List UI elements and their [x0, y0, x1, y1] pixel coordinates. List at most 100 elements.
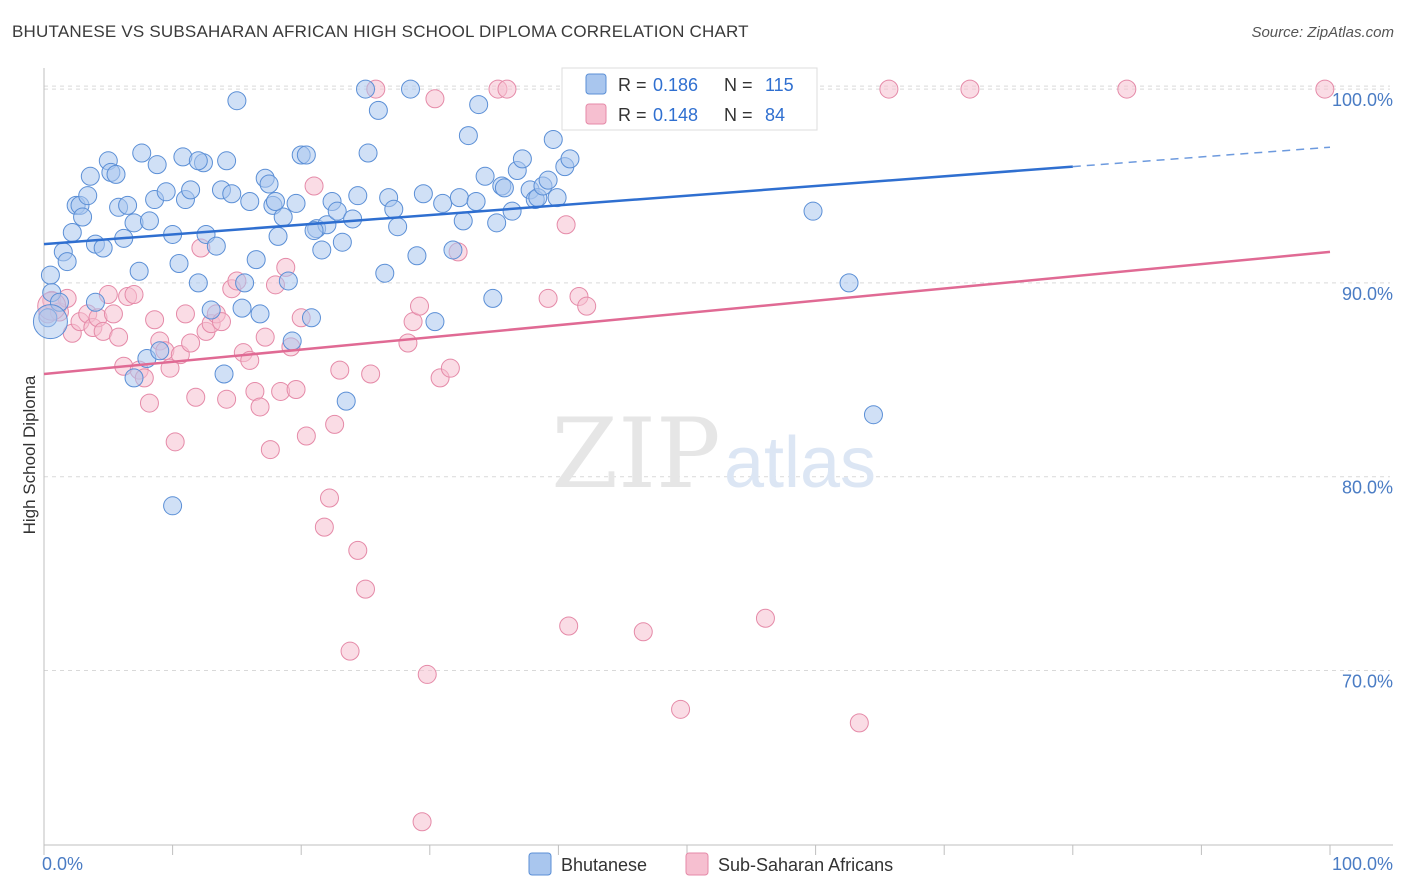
bhutanese-point-65 — [356, 79, 375, 99]
bhutanese-point-74 — [425, 312, 445, 332]
subsaharan-point-40 — [255, 327, 275, 347]
bhutanese-point-109 — [124, 368, 144, 388]
subsaharan-point-55 — [348, 540, 368, 560]
y-tick-labels: 70.0% 80.0% 90.0% 100.0% — [1332, 90, 1393, 691]
subsaharan-point-74 — [577, 296, 597, 316]
y-tick-label-3: 100.0% — [1332, 90, 1393, 110]
bhutanese-point-28 — [169, 254, 189, 274]
subsaharan-point-25 — [175, 304, 195, 324]
legend-r-value-1: 0.186 — [653, 75, 698, 95]
subsaharan-point-39 — [250, 397, 270, 417]
subsaharan-point-19 — [145, 310, 165, 330]
subsaharan-point-50 — [314, 517, 334, 537]
bhutanese-point-108 — [150, 341, 170, 361]
subsaharan-point-63 — [417, 664, 437, 684]
subsaharan-point-83 — [1315, 79, 1335, 99]
bhutanese-point-73 — [413, 184, 433, 204]
bhutanese-point-39 — [222, 184, 242, 204]
bhutanese-point-75 — [433, 193, 453, 213]
bhutanese-point-9 — [73, 207, 93, 227]
bhutanese-point-87 — [502, 201, 522, 221]
legend-n-label-1: N = — [724, 75, 753, 95]
subsaharan-point-57 — [361, 364, 381, 384]
bhutanese-point-42 — [240, 191, 260, 211]
bhutanese-point-105 — [188, 151, 208, 171]
watermark-atlas: atlas — [724, 423, 876, 503]
bhutanese-point-104 — [227, 91, 247, 111]
subsaharan-trend-line — [43, 250, 1331, 376]
subsaharan-point-53 — [330, 360, 350, 380]
subsaharan-point-79 — [849, 713, 869, 733]
bhutanese-point-67 — [375, 263, 395, 283]
bhutanese-point-101 — [803, 201, 823, 221]
legend-r-value-2: 0.148 — [653, 105, 698, 125]
bhutanese-point-95 — [543, 129, 563, 149]
subsaharan-point-56 — [356, 579, 375, 599]
bhutanese-point-57 — [312, 240, 332, 260]
subsaharan-point-18 — [139, 393, 159, 413]
bhutanese-point-106 — [163, 496, 183, 516]
bhutanese-point-41 — [235, 273, 255, 293]
bhutanese-trend-line — [43, 165, 1073, 246]
subsaharan-point-69 — [497, 79, 517, 99]
bhutanese-point-114 — [304, 221, 324, 241]
bottom-legend-label-bhutanese: Bhutanese — [561, 855, 647, 875]
source-label: Source: ZipAtlas.com — [1251, 24, 1394, 41]
legend-swatch-bhutanese — [585, 73, 607, 95]
bhutanese-point-82 — [475, 166, 495, 186]
y-tick-label-0: 70.0% — [1342, 672, 1393, 692]
subsaharan-point-15 — [124, 285, 144, 305]
bhutanese-point-25 — [147, 155, 167, 175]
bhutanese-point-6 — [62, 223, 82, 243]
bhutanese-point-40 — [232, 298, 252, 318]
bhutanese-point-44 — [250, 304, 270, 324]
bhutanese-point-22 — [132, 143, 152, 163]
y-axis-label: High School Diploma — [20, 375, 39, 534]
subsaharan-point-27 — [186, 387, 206, 407]
bhutanese-point-83 — [483, 288, 503, 308]
subsaharan-point-49 — [304, 176, 324, 196]
bhutanese-point-32 — [188, 273, 208, 293]
bhutanese-point-1 — [40, 265, 60, 285]
legend-r-label-2: R = — [618, 105, 647, 125]
axes — [43, 68, 1393, 855]
bhutanese-point-111 — [214, 364, 234, 384]
subsaharan-point-48 — [296, 426, 316, 446]
watermark: ZIP atlas — [551, 398, 876, 510]
bottom-legend-swatch-bhutanese — [528, 852, 552, 876]
legend-r-label-1: R = — [618, 75, 647, 95]
bhutanese-point-89 — [512, 149, 532, 169]
bhutanese-point-72 — [407, 246, 427, 266]
bhutanese-point-61 — [332, 232, 352, 252]
subsaharan-point-59 — [398, 333, 418, 353]
bhutanese-point-78 — [453, 211, 473, 231]
subsaharan-point-75 — [633, 622, 653, 642]
bhutanese-point-55 — [301, 308, 321, 328]
bhutanese-point-52 — [286, 193, 306, 213]
bhutanese-trend-extension — [1072, 146, 1331, 168]
y-tick-label-2: 90.0% — [1342, 284, 1393, 304]
bottom-legend-label-subsaharan: Sub-Saharan Africans — [718, 855, 893, 875]
bhutanese-point-102 — [839, 273, 859, 293]
bhutanese-point-46 — [259, 174, 279, 194]
subsaharan-point-46 — [286, 380, 306, 400]
bottom-legend-swatch-subsaharan — [685, 852, 709, 876]
bhutanese-point-48 — [268, 226, 288, 246]
subsaharan-point-23 — [165, 432, 185, 452]
bhutanese-point-80 — [466, 191, 486, 211]
subsaharan-point-52 — [325, 414, 345, 434]
bhutanese-point-86 — [494, 178, 514, 198]
bhutanese-point-26 — [156, 182, 176, 202]
bhutanese-point-36 — [206, 236, 226, 256]
subsaharan-point-80 — [879, 79, 899, 99]
subsaharan-point-26 — [181, 333, 201, 353]
bhutanese-point-51 — [282, 331, 302, 351]
bhutanese-point-69 — [384, 199, 404, 219]
bhutanese-point-76 — [443, 240, 463, 260]
subsaharan-point-76 — [671, 699, 691, 719]
grid-lines — [44, 85, 1390, 672]
legend-n-value-2: 84 — [765, 105, 785, 125]
bhutanese-point-13 — [93, 238, 113, 258]
subsaharan-point-66 — [440, 358, 460, 378]
